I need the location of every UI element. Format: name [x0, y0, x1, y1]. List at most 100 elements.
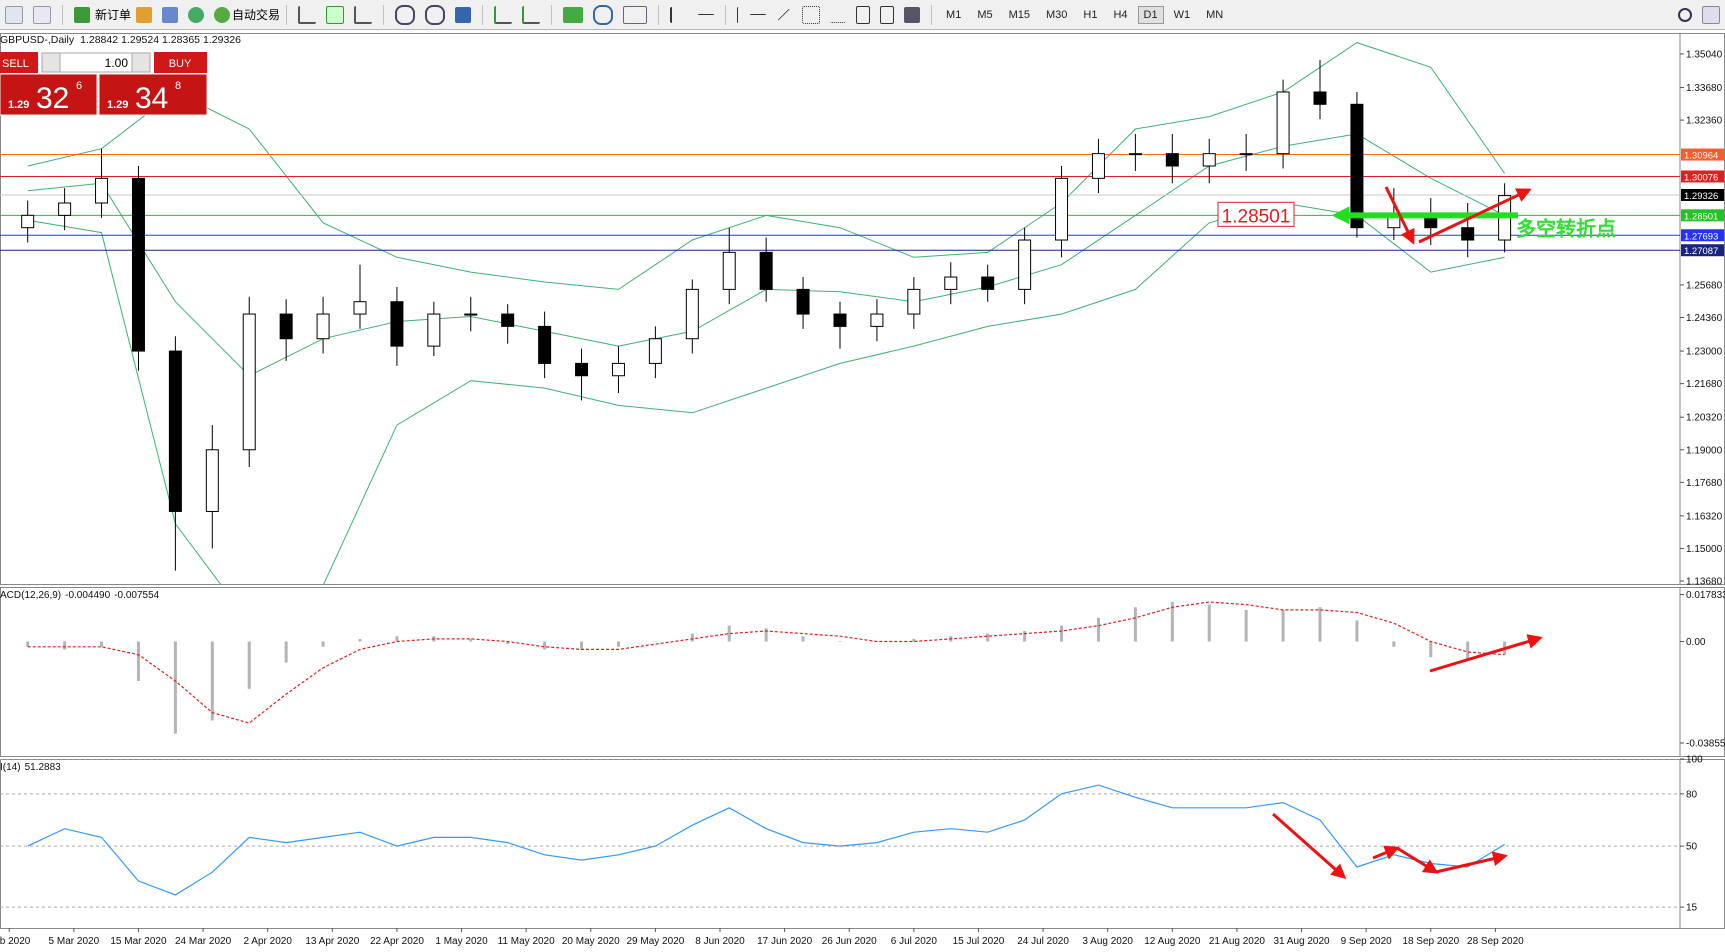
icon[interactable] — [136, 6, 153, 23]
header-value: -0.007554 — [114, 590, 159, 601]
icon[interactable] — [698, 13, 715, 16]
candle-body — [21, 214, 35, 229]
x-tick-label: 8 Jun 2020 — [695, 936, 745, 947]
icon[interactable] — [395, 4, 416, 25]
timeframe-button[interactable]: M5 — [977, 8, 993, 21]
ask-quote-pips: 34 — [135, 82, 168, 115]
macd-bar — [1133, 607, 1137, 642]
level-price-tag — [1681, 209, 1724, 222]
icon[interactable] — [326, 5, 345, 24]
new-order-button[interactable]: 新订单 — [95, 8, 132, 22]
icon[interactable] — [737, 6, 740, 23]
timeframe-button[interactable]: M1 — [946, 8, 962, 21]
macd-bar — [136, 641, 140, 681]
timeframe-button[interactable]: M30 — [1046, 8, 1068, 21]
plot-area — [26, 601, 1507, 734]
icon[interactable] — [830, 6, 847, 23]
y-tick-label: 100 — [1686, 755, 1703, 766]
macd-bar — [210, 641, 214, 721]
icon[interactable] — [670, 6, 688, 23]
macd-bar — [727, 625, 731, 642]
macd-bar — [1023, 630, 1027, 642]
candle-body — [464, 313, 478, 316]
macd-bar — [358, 638, 362, 642]
icon[interactable] — [188, 6, 205, 23]
timeframe-button[interactable]: W1 — [1173, 8, 1191, 21]
trend-arrow — [1429, 634, 1543, 673]
y-tick-label: -0.038559 — [1686, 738, 1725, 749]
macd-bar — [1096, 617, 1100, 642]
candle-body — [1239, 153, 1253, 156]
icon[interactable] — [593, 4, 614, 25]
header-value: ACD(12,26,9) — [0, 590, 61, 601]
timeframe-button[interactable]: M15 — [1008, 8, 1030, 21]
indicator-header: I(14) 51.2883 — [0, 762, 61, 773]
icon[interactable] — [563, 6, 584, 23]
icon[interactable] — [354, 5, 373, 24]
trend-arrow — [1396, 846, 1439, 874]
macd-bar — [616, 641, 620, 647]
macd-bar — [1318, 607, 1322, 642]
level-price-tag — [1681, 170, 1724, 183]
timeframe-button[interactable]: H4 — [1113, 8, 1128, 21]
separator — [383, 4, 385, 25]
candle-body — [95, 177, 109, 204]
macd-bar — [395, 636, 399, 642]
x-tick-label: 5 Mar 2020 — [49, 936, 100, 947]
timeframe-button[interactable]: MN — [1206, 8, 1224, 21]
icon[interactable] — [880, 5, 895, 24]
x-tick-label: 12 Aug 2020 — [1144, 936, 1201, 947]
candle-body — [1165, 153, 1179, 167]
candle-body — [907, 288, 921, 315]
panel-frame — [0, 33, 1725, 585]
icon[interactable] — [623, 5, 648, 24]
icon[interactable] — [298, 5, 317, 24]
icon[interactable] — [750, 13, 767, 16]
separator — [725, 4, 727, 25]
icon[interactable] — [162, 6, 179, 23]
macd-bar — [469, 638, 473, 642]
y-tick-label: 1.13680 — [1686, 577, 1723, 588]
separator — [482, 4, 484, 25]
auto-trading-button[interactable]: 自动交易 — [232, 8, 281, 22]
macd-bar — [1207, 604, 1211, 642]
x-tick-label: 24 Jul 2020 — [1017, 936, 1069, 947]
level-price-tag — [1681, 148, 1724, 161]
candle-body — [759, 251, 773, 290]
search-icon[interactable] — [1678, 7, 1692, 22]
icon[interactable] — [33, 5, 51, 24]
header-value: 51.2883 — [25, 762, 62, 773]
y-tick-label: 0.00 — [1686, 637, 1706, 648]
x-tick-label: 21 Aug 2020 — [1209, 936, 1266, 947]
icon[interactable] — [425, 4, 446, 25]
icon[interactable] — [494, 5, 513, 24]
buy-button[interactable] — [154, 52, 207, 73]
icon[interactable] — [455, 6, 472, 23]
bid-quote-box[interactable] — [0, 73, 98, 116]
candle-body — [1202, 153, 1216, 167]
separator — [658, 4, 660, 25]
timeframe-button[interactable]: D1 — [1137, 5, 1164, 24]
separator — [286, 4, 288, 25]
bid-quote-prefix: 1.29 — [8, 99, 29, 111]
ask-quote-box[interactable] — [98, 73, 208, 116]
timeframe-button[interactable]: H1 — [1083, 8, 1098, 21]
y-tick-label: 1.21680 — [1686, 379, 1723, 390]
icon[interactable] — [904, 6, 921, 23]
x-tick-label: 3 Aug 2020 — [1082, 936, 1133, 947]
candle-body — [501, 313, 515, 327]
candle-body — [944, 276, 958, 290]
macd-bar — [1392, 641, 1396, 647]
y-tick-label: 1.25680 — [1686, 280, 1723, 291]
icon[interactable] — [856, 5, 871, 24]
icon[interactable] — [5, 5, 23, 24]
macd-bar — [321, 641, 325, 647]
header-value: 1.28365 — [162, 34, 200, 46]
icon[interactable] — [802, 5, 821, 24]
candle-body — [242, 313, 256, 451]
y-tick-label: 1.32360 — [1686, 116, 1723, 127]
icon[interactable] — [522, 5, 541, 24]
sell-button[interactable] — [0, 52, 38, 73]
icon[interactable] — [1702, 5, 1720, 24]
